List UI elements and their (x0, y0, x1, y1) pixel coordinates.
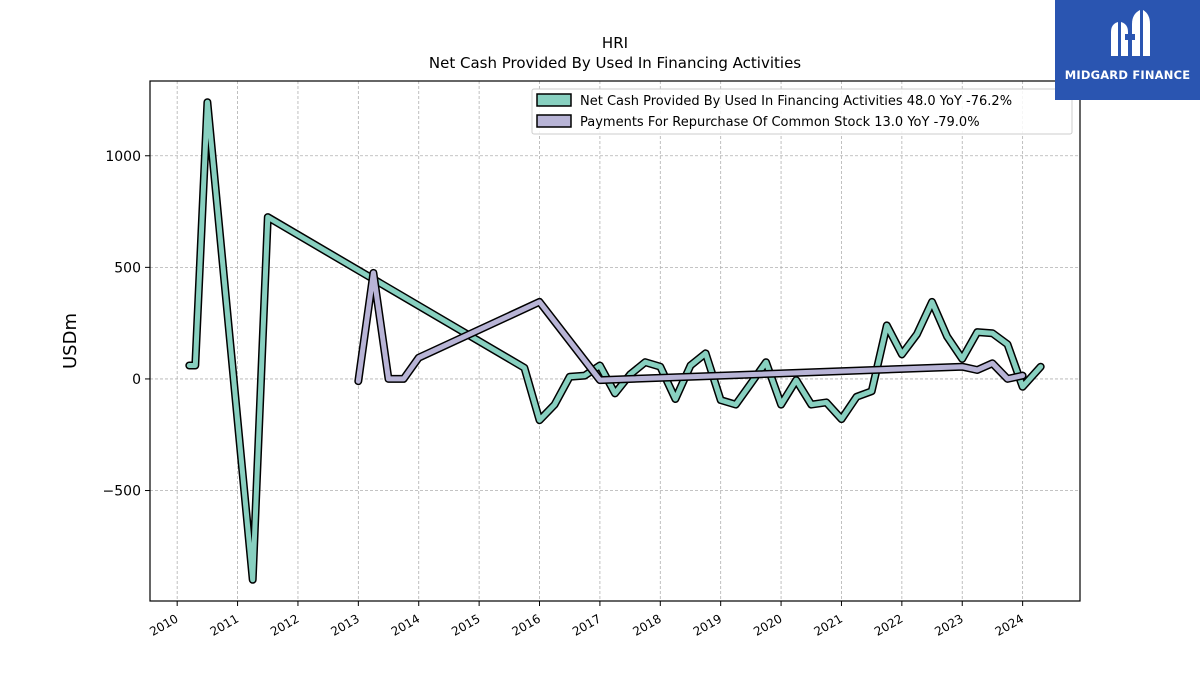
x-tick-label: 2021 (812, 611, 845, 638)
x-tick-label: 2010 (147, 611, 180, 638)
y-tick-label: 500 (114, 260, 141, 276)
logo-mark-icon (1111, 10, 1150, 56)
series-0 (185, 98, 1045, 584)
plot-frame (149, 80, 1081, 602)
legend: Net Cash Provided By Used In Financing A… (531, 88, 1073, 135)
legend-label-financing: Net Cash Provided By Used In Financing A… (580, 94, 1012, 109)
legend-label-repurchase: Payments For Repurchase Of Common Stock … (580, 115, 980, 130)
chart-title: HRI (602, 34, 628, 52)
y-tick-label: −500 (103, 484, 141, 500)
legend-box (531, 88, 1073, 135)
logo-text: MIDGARD FINANCE (1064, 68, 1191, 82)
x-axis: 2010 2011 2012 2013 2014 2015 2016 2017 2018 2019… (147, 601, 1026, 639)
y-tick-label: 0 (132, 372, 141, 388)
x-tick-label: 2014 (389, 611, 422, 638)
x-tick-label: 2022 (872, 611, 905, 638)
x-tick-label: 2016 (510, 611, 543, 638)
brand-logo: MIDGARD FINANCE (1055, 0, 1200, 100)
x-tick-label: 2019 (691, 611, 724, 638)
x-tick-label: 2013 (328, 611, 361, 638)
x-tick-label: 2017 (570, 611, 603, 638)
x-tick-label: 2023 (932, 611, 965, 638)
grid (150, 81, 1080, 601)
x-tick-label: 2012 (268, 611, 301, 638)
series-line (355, 270, 1026, 384)
series-line (186, 99, 1044, 583)
y-axis: −500 0 500 1000 (103, 149, 150, 500)
x-tick-label: 2024 (993, 611, 1026, 638)
chart-subtitle: Net Cash Provided By Used In Financing A… (429, 54, 801, 72)
legend-swatch-financing (536, 93, 572, 107)
y-tick-label: 1000 (105, 149, 141, 165)
x-tick-label: 2011 (208, 611, 241, 638)
x-tick-label: 2015 (449, 611, 482, 638)
legend-swatch-repurchase (536, 114, 572, 128)
x-tick-label: 2020 (751, 611, 784, 638)
y-axis-label: USDm (60, 313, 81, 369)
series-layer (185, 98, 1045, 584)
x-tick-label: 2018 (630, 611, 663, 638)
series-1 (354, 268, 1027, 386)
